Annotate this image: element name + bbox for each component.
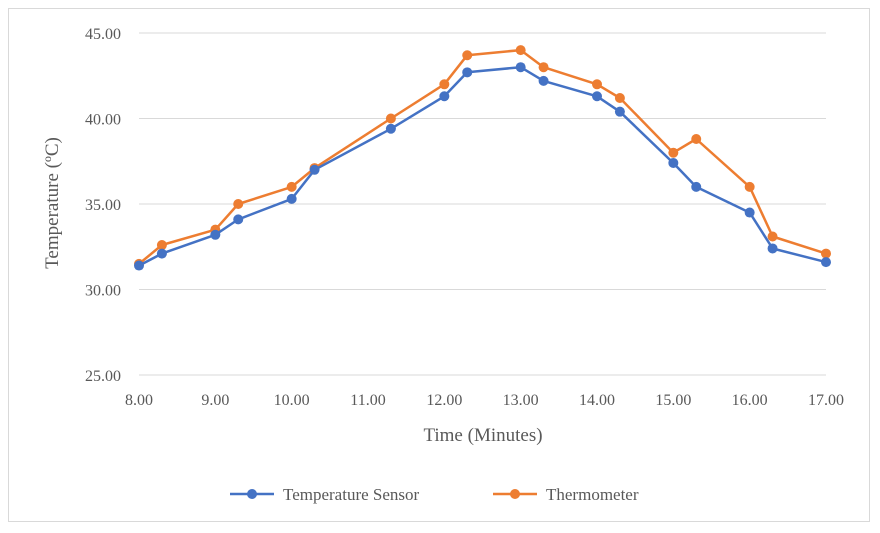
data-point bbox=[134, 260, 144, 271]
x-tick-label: 14.00 bbox=[579, 392, 615, 409]
series-thermometer bbox=[134, 45, 831, 269]
data-point bbox=[592, 91, 602, 102]
data-point bbox=[592, 79, 602, 90]
data-point bbox=[614, 92, 625, 103]
data-point bbox=[821, 248, 831, 259]
y-tick-label: 25.00 bbox=[85, 368, 121, 385]
x-tick-label: 12.00 bbox=[426, 392, 462, 409]
data-point bbox=[286, 181, 297, 192]
data-point bbox=[462, 50, 473, 61]
chart-frame bbox=[8, 8, 870, 522]
legend: Temperature Sensor Thermometer bbox=[230, 485, 639, 504]
data-point bbox=[767, 243, 778, 254]
y-tick-label: 30.00 bbox=[85, 283, 121, 300]
legend-label: Thermometer bbox=[546, 485, 639, 504]
series-temperature-sensor bbox=[134, 62, 831, 271]
x-tick-labels: 8.00 9.00 10.00 11.00 12.00 13.00 14.00 15.00 16… bbox=[125, 392, 844, 409]
gridlines bbox=[139, 32, 826, 376]
legend-swatch-marker bbox=[247, 489, 257, 499]
data-point bbox=[210, 229, 221, 240]
data-point bbox=[385, 123, 396, 134]
y-axis-title: Temperature (ºC) bbox=[42, 137, 63, 269]
data-point bbox=[385, 113, 396, 124]
legend-swatch-marker bbox=[510, 489, 520, 499]
x-tick-label: 11.00 bbox=[350, 392, 385, 409]
x-axis-title: Time (Minutes) bbox=[423, 425, 542, 446]
x-tick-label: 10.00 bbox=[274, 392, 310, 409]
data-point bbox=[286, 193, 297, 204]
data-point bbox=[156, 248, 167, 259]
data-point bbox=[691, 134, 702, 145]
data-point bbox=[538, 62, 549, 73]
data-point bbox=[744, 207, 755, 218]
data-point bbox=[515, 45, 526, 56]
series-line bbox=[138, 65, 827, 267]
data-point bbox=[439, 79, 450, 90]
data-point bbox=[462, 67, 473, 78]
data-point bbox=[668, 147, 679, 158]
data-point bbox=[233, 199, 244, 209]
legend-label: Temperature Sensor bbox=[283, 485, 420, 504]
data-point bbox=[439, 91, 450, 102]
y-tick-label: 40.00 bbox=[85, 112, 121, 129]
y-tick-label: 35.00 bbox=[85, 197, 121, 214]
series-layer bbox=[134, 45, 831, 271]
data-point bbox=[767, 231, 778, 242]
data-point bbox=[515, 62, 526, 73]
legend-item: Temperature Sensor bbox=[230, 485, 420, 504]
data-point bbox=[309, 164, 320, 175]
data-point bbox=[538, 75, 549, 86]
x-tick-label: 13.00 bbox=[503, 392, 539, 409]
y-tick-label: 45.00 bbox=[85, 26, 121, 43]
legend-item: Thermometer bbox=[493, 485, 639, 504]
x-tick-label: 16.00 bbox=[732, 392, 768, 409]
x-tick-label: 9.00 bbox=[201, 392, 229, 409]
data-point bbox=[668, 157, 679, 168]
data-point bbox=[821, 257, 831, 268]
data-point bbox=[614, 106, 625, 117]
data-point bbox=[156, 240, 167, 251]
y-tick-labels: 25.00 30.00 35.00 40.00 45.00 bbox=[85, 26, 121, 385]
x-tick-label: 8.00 bbox=[125, 392, 153, 409]
data-point bbox=[744, 181, 755, 192]
data-point bbox=[233, 214, 244, 225]
x-tick-label: 15.00 bbox=[655, 392, 691, 409]
x-tick-label: 17.00 bbox=[808, 392, 844, 409]
data-point bbox=[691, 181, 702, 192]
series-line bbox=[138, 48, 827, 265]
